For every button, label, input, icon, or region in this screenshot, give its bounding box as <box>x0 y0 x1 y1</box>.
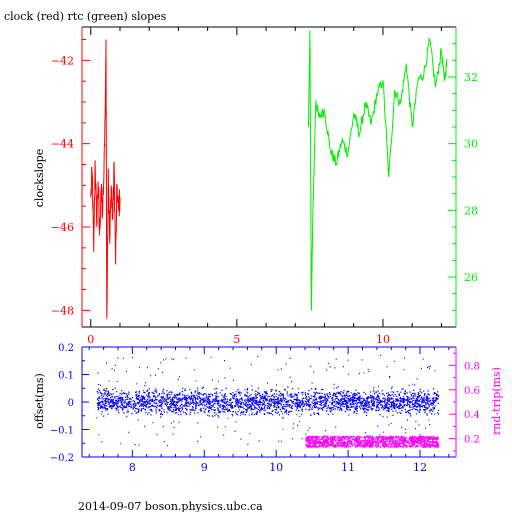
top-left-y-tick-label: −42 <box>51 54 74 67</box>
top-panel: 0 5 10 −48 −46 −44 −42 26 28 30 32 <box>51 26 478 346</box>
offset-points <box>96 354 440 447</box>
bottom-x-tick-label: 8 <box>129 461 136 474</box>
bottom-left-y-tick-label: 0.2 <box>58 343 74 354</box>
bottom-right-y-tick-label: 0.8 <box>464 361 480 372</box>
bottom-left-y-tick-label: 0 <box>68 398 74 409</box>
chart-title: clock (red) rtc (green) slopes <box>4 10 167 23</box>
top-right-y-tick-label: 32 <box>464 71 478 84</box>
bottom-right-y-tick-label: 0.4 <box>464 410 480 421</box>
top-x-tick-label: 10 <box>376 333 390 346</box>
bottom-x-tick-label: 10 <box>269 461 283 474</box>
bottom-y2-axis-label: rnd-trip(ms) <box>490 367 503 435</box>
top-left-y-tick-label: −48 <box>51 304 74 317</box>
bottom-x-tick-label: 11 <box>341 461 355 474</box>
bottom-right-y-tick-label: 0.6 <box>464 386 480 397</box>
top-right-y-tick-label: 28 <box>464 204 478 217</box>
bottom-left-y-tick-label: 0.1 <box>58 371 74 382</box>
top-x-tick-label: 5 <box>233 333 240 346</box>
bottom-left-y-tick-label: −0.2 <box>50 453 74 464</box>
top-left-y-tick-label: −44 <box>51 138 74 151</box>
rndtrip-points <box>305 435 440 448</box>
series-line-clock <box>90 39 121 319</box>
bottom-x-tick-label: 12 <box>413 461 427 474</box>
top-left-y-tick-label: −46 <box>51 221 74 234</box>
top-right-y-tick-label: 30 <box>464 138 478 151</box>
bottom-right-y-tick-label: 0.2 <box>464 435 480 446</box>
top-right-y-tick-label: 26 <box>464 271 478 284</box>
top-y-axis-label: clockslope <box>33 149 46 207</box>
top-x-tick-label: 0 <box>87 333 94 346</box>
bottom-x-tick-label: 9 <box>201 461 208 474</box>
bottom-left-y-tick-label: −0.1 <box>50 426 74 437</box>
bottom-panel: 8 9 10 11 12 −0.2 −0.1 0 0.1 0.2 0.2 0.4 0.6 0.8 <box>50 343 480 474</box>
series-line-rtc <box>307 30 448 311</box>
bottom-y-axis-label: offset(ms) <box>33 373 46 429</box>
footer-text: 2014-09-07 boson.physics.ubc.ca <box>78 500 263 512</box>
